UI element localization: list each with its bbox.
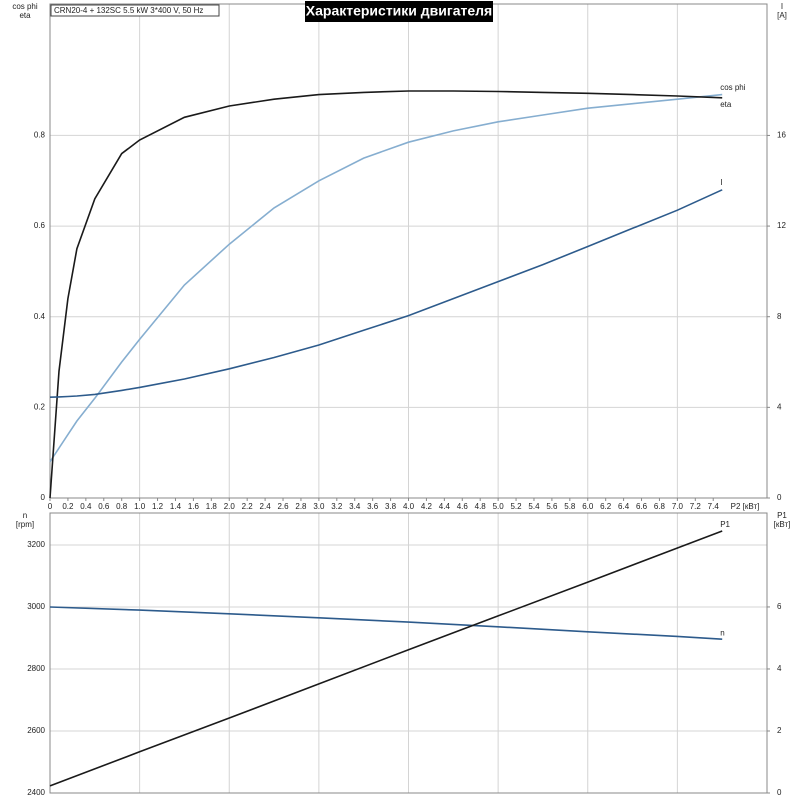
x-tick-label: 3.4: [349, 502, 361, 511]
x-tick-label: 7.4: [708, 502, 720, 511]
y2-tick-label: 8: [777, 312, 782, 321]
series-line: [49, 189, 723, 398]
y2-axis-label: P1: [777, 511, 787, 520]
series-label: eta: [720, 100, 732, 109]
x-tick-label: 5.2: [510, 502, 522, 511]
chart-title: Характеристики двигателя: [306, 3, 492, 19]
x-tick-label: 1.8: [206, 502, 218, 511]
y2-tick-label: 0: [777, 788, 782, 797]
x-axis-label: P2 [кВт]: [731, 502, 760, 511]
series-line: [49, 90, 723, 499]
x-tick-label: 5.8: [564, 502, 576, 511]
x-tick-label: 0.4: [80, 502, 92, 511]
x-tick-label: 5.0: [493, 502, 505, 511]
x-tick-label: 4.8: [475, 502, 487, 511]
y-tick-label: 2800: [27, 664, 45, 673]
y2-tick-label: 4: [777, 664, 782, 673]
plot-frame: [49, 512, 768, 794]
legend-box: [50, 4, 220, 17]
x-tick-label: 0.2: [62, 502, 74, 511]
y2-axis-label: I: [781, 2, 783, 11]
y-tick-label: 2600: [27, 726, 45, 735]
y2-tick-label: 2: [777, 726, 782, 735]
x-tick-label: 3.0: [313, 502, 325, 511]
series-label: I: [720, 178, 722, 187]
y-tick-label: 3200: [27, 540, 45, 549]
x-tick-label: 4.6: [457, 502, 469, 511]
y-tick-label: 3000: [27, 602, 45, 611]
x-tick-label: 4.4: [439, 502, 451, 511]
x-tick-label: 2.0: [224, 502, 236, 511]
y-axis-label: eta: [19, 11, 31, 20]
x-tick-label: 2.8: [295, 502, 307, 511]
x-tick-label: 5.4: [528, 502, 540, 511]
y2-tick-label: 6: [777, 602, 782, 611]
x-tick-label: 0.8: [116, 502, 128, 511]
x-tick-label: 1.6: [188, 502, 200, 511]
y2-tick-label: 0: [777, 493, 782, 502]
series-line: [49, 606, 723, 640]
x-tick-label: 6.8: [654, 502, 666, 511]
x-tick-label: 3.8: [385, 502, 397, 511]
x-tick-label: 0.6: [98, 502, 110, 511]
x-tick-label: 2.6: [277, 502, 289, 511]
x-tick-label: 7.0: [672, 502, 684, 511]
y-axis-label: n: [23, 511, 27, 520]
y-tick-label: 0.2: [34, 402, 46, 411]
x-tick-label: 1.4: [170, 502, 182, 511]
x-tick-label: 6.2: [600, 502, 612, 511]
series-label: P1: [720, 520, 730, 529]
x-tick-label: 6.0: [582, 502, 594, 511]
y2-tick-label: 12: [777, 221, 786, 230]
y-tick-label: 0.8: [34, 131, 46, 140]
x-tick-label: 3.6: [367, 502, 379, 511]
y-axis-label: cos phi: [12, 2, 38, 11]
x-tick-label: 0: [48, 502, 53, 511]
y-axis-label: [rpm]: [16, 520, 34, 529]
chart-subtitle: CRN20-4 + 132SC 5.5 kW 3*400 V, 50 Hz: [54, 6, 203, 15]
x-tick-label: 5.6: [546, 502, 558, 511]
x-tick-label: 2.2: [242, 502, 254, 511]
series-label: n: [720, 628, 724, 637]
x-tick-label: 6.6: [636, 502, 648, 511]
x-tick-label: 4.0: [403, 502, 415, 511]
series-line: [49, 93, 723, 463]
y-tick-label: 0.6: [34, 221, 46, 230]
y-tick-label: 2400: [27, 788, 45, 797]
y2-tick-label: 4: [777, 402, 782, 411]
y-tick-label: 0.4: [34, 312, 46, 321]
x-tick-label: 6.4: [618, 502, 630, 511]
x-tick-label: 1.2: [152, 502, 164, 511]
x-tick-label: 7.2: [690, 502, 702, 511]
y-tick-label: 0: [41, 493, 46, 502]
x-tick-label: 4.2: [421, 502, 433, 511]
series-label: cos phi: [720, 83, 746, 92]
y2-axis-label: [A]: [777, 11, 787, 20]
x-tick-label: 2.4: [260, 502, 272, 511]
series-line: [49, 530, 723, 787]
y2-tick-label: 16: [777, 131, 786, 140]
x-tick-label: 1.0: [134, 502, 146, 511]
x-tick-label: 3.2: [331, 502, 343, 511]
title-box: [305, 1, 493, 22]
y2-axis-label: [кВт]: [774, 520, 791, 529]
